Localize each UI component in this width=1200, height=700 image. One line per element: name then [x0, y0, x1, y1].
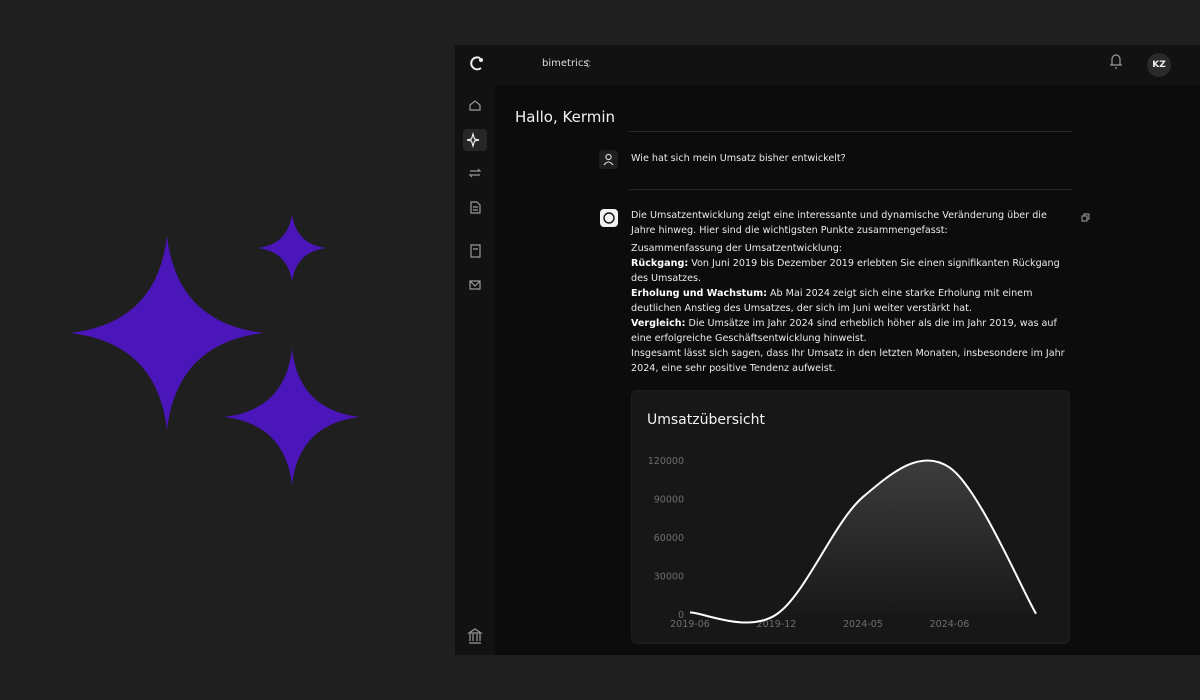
chart-card: Umsatzübersicht 0 30000 60000 90000 120000 20… [631, 390, 1070, 644]
point-label: Rückgang: [631, 258, 689, 269]
area [690, 460, 1036, 623]
answer-conclusion: Insgesamt lässt sich sagen, dass Ihr Ums… [631, 348, 1065, 374]
home-icon[interactable] [469, 100, 481, 111]
divider [629, 131, 1072, 132]
x-tick-label: 2024-06 [930, 619, 970, 630]
y-tick-label: 120000 [648, 456, 684, 467]
x-tick-label: 2019-06 [670, 619, 710, 630]
line [689, 459, 1037, 624]
user-question: Wie hat sich mein Umsatz bisher entwicke… [631, 153, 846, 164]
point-text: Von Juni 2019 bis Dezember 2019 erlebten… [631, 258, 1060, 284]
point-text: Ab Mai 2024 zeigt sich eine starke Erhol… [631, 288, 1033, 314]
point: Rückgang: Von Juni 2019 bis Dezember 201… [631, 256, 1071, 286]
y-tick-label: 90000 [654, 495, 684, 506]
chart: Umsatzübersicht 0 30000 60000 90000 120000 20… [647, 412, 1037, 630]
point-label: Vergleich: [631, 318, 686, 329]
sparkle-art [70, 214, 360, 485]
chart-title: Umsatzübersicht [647, 412, 765, 428]
greeting: Hallo, Kermin [515, 108, 616, 126]
divider [629, 189, 1072, 190]
point: Vergleich: Die Umsätze im Jahr 2024 sind… [631, 316, 1071, 346]
x-tick-label: 2019-12 [757, 619, 797, 630]
message-icons [599, 150, 1090, 227]
y-tick-label: 0 [678, 610, 684, 621]
avatar[interactable]: KZ [1147, 53, 1171, 77]
point: Erholung und Wachstum: Ab Mai 2024 zeigt… [631, 286, 1071, 316]
answer-intro: Die Umsatzentwicklung zeigt eine interes… [631, 210, 1047, 236]
assistant-answer: Die Umsatzentwicklung zeigt eine interes… [631, 208, 1071, 376]
y-tick-label: 30000 [654, 572, 684, 583]
point-label: Erholung und Wachstum: [631, 288, 767, 299]
copy-icon[interactable] [1081, 213, 1090, 222]
point-text: Die Umsätze im Jahr 2024 sind erheblich … [631, 318, 1057, 344]
x-tick-label: 2024-05 [843, 619, 883, 630]
summary-heading: Zusammenfassung der Umsatzentwicklung: [631, 243, 843, 254]
chrome-icons [463, 54, 1122, 644]
workspace-name[interactable]: bimetrics [542, 58, 589, 69]
y-tick-label: 60000 [654, 533, 684, 544]
